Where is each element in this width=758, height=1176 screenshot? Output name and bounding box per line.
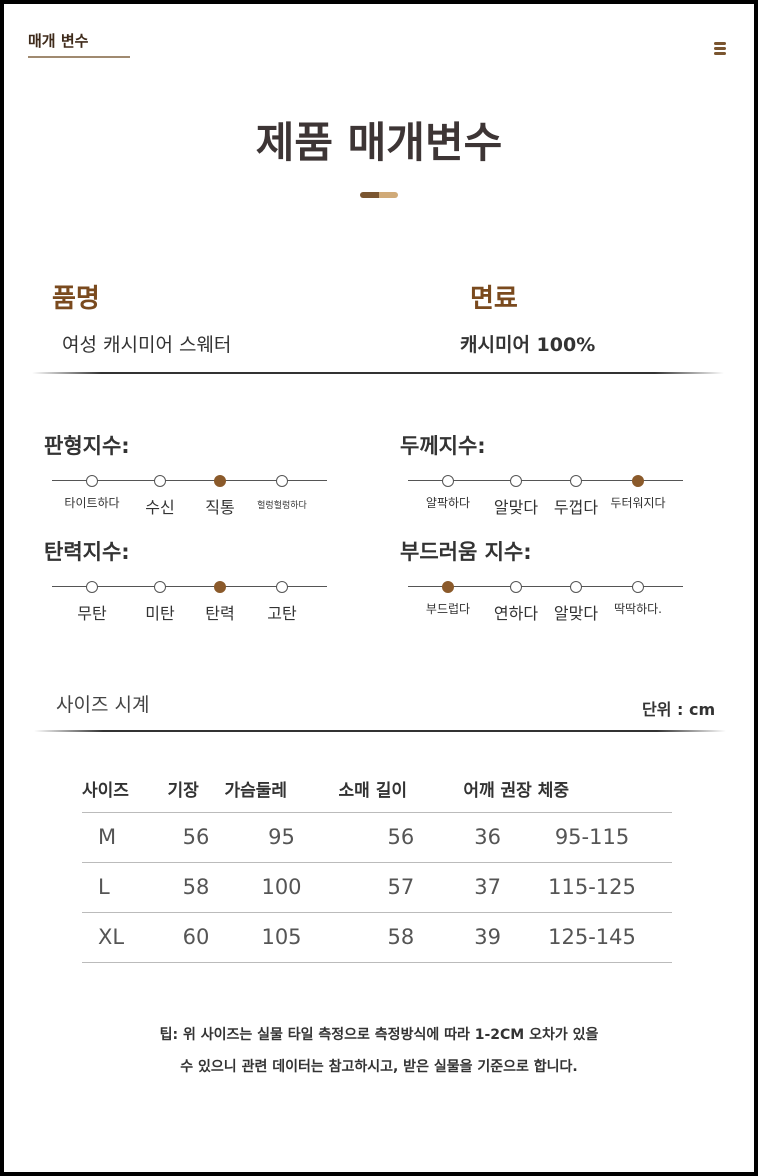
- scale-option: 무탄: [77, 604, 107, 623]
- scale-option: 얄팍하다: [425, 496, 471, 510]
- page-title: 제품 매개변수: [255, 118, 503, 167]
- table-cell: 125-145: [512, 911, 672, 963]
- scale-dot: [510, 475, 522, 487]
- scale-dot: [276, 581, 288, 593]
- scale-dot: [86, 581, 98, 593]
- table-header: 사이즈 기장 가슴둘레 소매 길이 어깨 권장 체중: [82, 776, 672, 812]
- index-title: 부드러움 지수:: [400, 540, 532, 564]
- index-3: 부드러움 지수: 부드럽다 연하다 알맞다 딱딱하다.: [400, 536, 690, 623]
- scale-option: 알맞다: [493, 498, 539, 517]
- scale-option: 알맞다: [553, 604, 599, 623]
- scale-dot: [276, 475, 288, 487]
- column-header: 소매 길이: [338, 781, 407, 802]
- column-header: 가슴둘레: [224, 781, 288, 802]
- index-scale: 얄팍하다 알맞다 두껍다 두터워지다: [408, 474, 683, 517]
- page: 매개 변수 제품 매개변수 품명 여성 캐시미어 스웨터 면료 캐시미어 100…: [4, 4, 754, 1172]
- name-value: 여성 캐시미어 스웨터: [62, 334, 232, 356]
- table-row: XL 60 105 58 39 125-145: [82, 911, 672, 963]
- table-cell: L: [82, 861, 168, 912]
- tip-line-1: 팁: 위 사이즈는 실물 타일 측정으로 측정방식에 따라 1-2CM 오차가 …: [159, 1027, 599, 1043]
- index-scale: 무탄 미탄 탄력 고탄: [52, 580, 327, 623]
- table-cell: 56: [338, 811, 464, 862]
- name-label: 품명: [52, 284, 100, 314]
- index-scale: 타이트하다 수신 직통 헐렁헐렁하다: [52, 474, 327, 517]
- table-cell: 56: [167, 811, 225, 862]
- table-row: L 58 100 57 37 115-125: [82, 861, 672, 912]
- table-cell: 105: [224, 911, 339, 963]
- table-cell: M: [82, 811, 168, 862]
- table-cell: 39: [463, 911, 513, 963]
- scale-dot: [442, 581, 454, 593]
- index-title: 두께지수:: [400, 434, 486, 458]
- scale-dot: [632, 581, 644, 593]
- column-header: 기장: [167, 781, 199, 802]
- scale-option: 헐렁헐렁하다: [257, 501, 307, 511]
- scale-option: 부드럽다: [425, 602, 471, 616]
- fabric-value: 캐시미어 100%: [460, 334, 596, 356]
- table-cell: 100: [224, 861, 339, 912]
- scale-option: 두껍다: [553, 498, 599, 517]
- index-scale: 부드럽다 연하다 알맞다 딱딱하다.: [408, 580, 683, 623]
- table-cell: 57: [338, 861, 464, 912]
- tab-underline: [28, 56, 130, 58]
- scale-option: 두터워지다: [610, 496, 666, 510]
- fabric-label: 면료: [470, 284, 518, 314]
- scale-option: 타이트하다: [64, 496, 120, 510]
- scale-option: 미탄: [145, 604, 175, 623]
- table-cell: XL: [82, 911, 168, 963]
- tip-line-2: 수 있으니 관련 데이터는 참고하시고, 받은 실물을 기준으로 합니다.: [180, 1059, 578, 1075]
- divider: [32, 372, 724, 374]
- scale-dot: [154, 475, 166, 487]
- scale-dot: [570, 475, 582, 487]
- scale-dot: [154, 581, 166, 593]
- table-cell: 37: [463, 861, 513, 912]
- column-header: 어깨 권장 체중: [463, 781, 569, 802]
- size-table: 사이즈 기장 가슴둘레 소매 길이 어깨 권장 체중 M 56 95 56 36 95-115 L 5…: [82, 776, 672, 963]
- hamburger-icon[interactable]: [714, 42, 726, 57]
- index-2: 탄력지수: 무탄 미탄 탄력 고탄: [44, 536, 334, 623]
- scale-option: 직통: [205, 498, 235, 517]
- index-title: 판형지수:: [44, 434, 130, 458]
- table-cell: 115-125: [512, 861, 672, 912]
- table-cell: 36: [463, 811, 513, 862]
- table-row: M 56 95 56 36 95-115: [82, 811, 672, 862]
- divider: [34, 730, 726, 732]
- scale-dot: [214, 581, 226, 593]
- index-title: 탄력지수:: [44, 540, 130, 564]
- table-cell: 60: [167, 911, 225, 963]
- scale-dot: [214, 475, 226, 487]
- title-decoration: [360, 192, 398, 198]
- scale-dot: [570, 581, 582, 593]
- scale-dot: [86, 475, 98, 487]
- scale-option: 탄력: [205, 604, 235, 623]
- table-cell: 58: [338, 911, 464, 963]
- table-cell: 58: [167, 861, 225, 912]
- scale-option: 고탄: [267, 604, 297, 623]
- column-header: 사이즈: [82, 781, 129, 802]
- scale-option: 수신: [145, 498, 175, 517]
- table-cell: 95-115: [512, 811, 672, 862]
- tab-parameters[interactable]: 매개 변수: [28, 32, 89, 50]
- scale-option: 딱딱하다.: [614, 602, 662, 616]
- scale-option: 연하다: [493, 604, 539, 623]
- scale-dot: [510, 581, 522, 593]
- size-chart-title: 사이즈 시계: [56, 694, 150, 716]
- index-0: 판형지수: 타이트하다 수신 직통 헐렁헐렁하다: [44, 430, 334, 517]
- index-1: 두께지수: 얄팍하다 알맞다 두껍다 두터워지다: [400, 430, 690, 517]
- scale-dot: [442, 475, 454, 487]
- scale-dot: [632, 475, 644, 487]
- table-cell: 95: [224, 811, 339, 862]
- unit-label: 단위 : cm: [642, 700, 716, 719]
